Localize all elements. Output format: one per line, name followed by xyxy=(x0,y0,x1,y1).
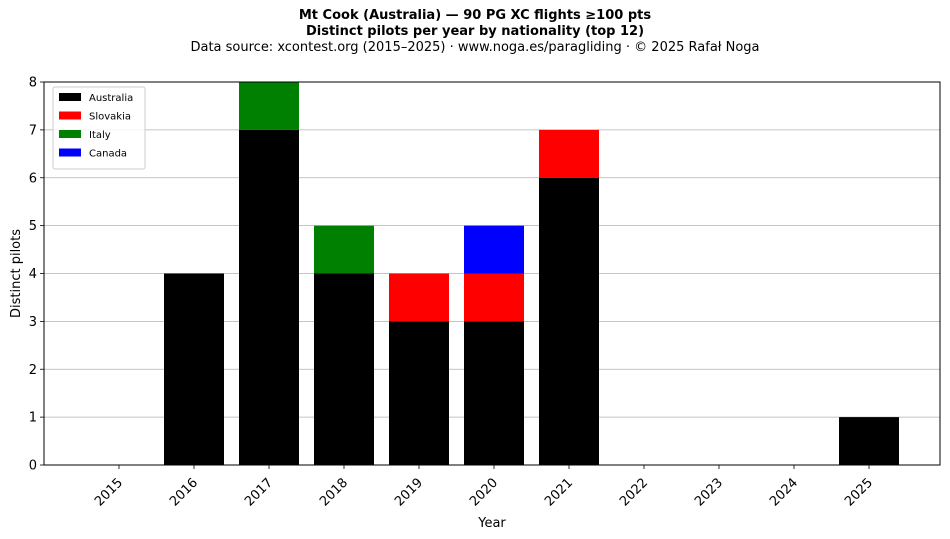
legend-label-canada: Canada xyxy=(89,149,127,160)
bar-australia-2019 xyxy=(389,321,449,465)
bar-australia-2016 xyxy=(164,273,224,465)
y-tick-label: 1 xyxy=(29,411,37,426)
x-tick-label: 2016 xyxy=(167,475,201,509)
legend-label-italy: Italy xyxy=(89,130,111,141)
bar-slovakia-2020 xyxy=(464,273,524,322)
x-tick-label: 2015 xyxy=(92,475,126,509)
y-tick-label: 2 xyxy=(29,363,37,378)
x-tick-label: 2019 xyxy=(392,475,426,509)
bar-italy-2017 xyxy=(239,82,299,130)
y-tick-label: 6 xyxy=(29,171,37,186)
bar-slovakia-2021 xyxy=(539,129,599,178)
legend-label-slovakia: Slovakia xyxy=(89,112,131,123)
y-tick-label: 3 xyxy=(29,315,37,330)
chart-titles: Mt Cook (Australia) — 90 PG XC flights ≥… xyxy=(0,8,950,56)
bar-italy-2018 xyxy=(314,225,374,274)
x-axis: 2015 2016 2017 2018 2019 2020 2021 2022 2023 2024… xyxy=(92,465,876,509)
chart-title-line2: Distinct pilots per year by nationality … xyxy=(305,24,645,39)
x-tick-label: 2025 xyxy=(842,475,876,509)
y-axis-label: Distinct pilots xyxy=(9,229,24,318)
x-tick-label: 2017 xyxy=(242,475,276,509)
legend-swatch-canada xyxy=(59,148,81,157)
x-tick-label: 2020 xyxy=(467,475,501,509)
y-tick-label: 4 xyxy=(29,267,37,282)
bar-slovakia-2019 xyxy=(389,273,449,322)
legend-swatch-australia xyxy=(59,93,81,101)
y-tick-label: 0 xyxy=(29,459,37,474)
chart-subtitle: Data source: xcontest.org (2015–2025) · … xyxy=(190,40,760,55)
x-axis-label: Year xyxy=(477,516,506,531)
bar-australia-2017 xyxy=(239,129,299,465)
x-tick-label: 2023 xyxy=(692,475,726,509)
y-tick-label: 8 xyxy=(29,76,37,91)
x-tick-label: 2021 xyxy=(542,475,576,509)
bar-australia-2020 xyxy=(464,321,524,465)
x-tick-label: 2024 xyxy=(767,475,801,509)
legend-swatch-italy xyxy=(59,130,81,138)
chart-title: Mt Cook (Australia) — 90 PG XC flights ≥… xyxy=(298,8,652,23)
y-tick-label: 5 xyxy=(29,219,37,234)
y-tick-label: 7 xyxy=(29,123,37,138)
legend: Australia Slovakia Italy Canada xyxy=(52,86,146,170)
y-axis: 0 1 2 3 4 5 6 7 8 xyxy=(29,76,44,474)
bar-australia-2018 xyxy=(314,273,374,465)
legend-label-australia: Australia xyxy=(89,93,133,104)
bar-australia-2021 xyxy=(539,177,599,465)
bar-australia-2025 xyxy=(839,417,899,465)
x-tick-label: 2018 xyxy=(317,475,351,509)
legend-swatch-slovakia xyxy=(59,111,81,120)
x-tick-label: 2022 xyxy=(617,475,651,509)
bars xyxy=(164,82,899,465)
bar-canada-2020 xyxy=(464,225,524,274)
